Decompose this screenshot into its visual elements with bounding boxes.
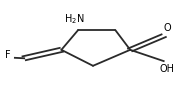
Text: O: O bbox=[164, 23, 171, 33]
Text: F: F bbox=[5, 50, 10, 60]
Text: H$_2$N: H$_2$N bbox=[64, 12, 85, 26]
Text: OH: OH bbox=[160, 64, 175, 74]
